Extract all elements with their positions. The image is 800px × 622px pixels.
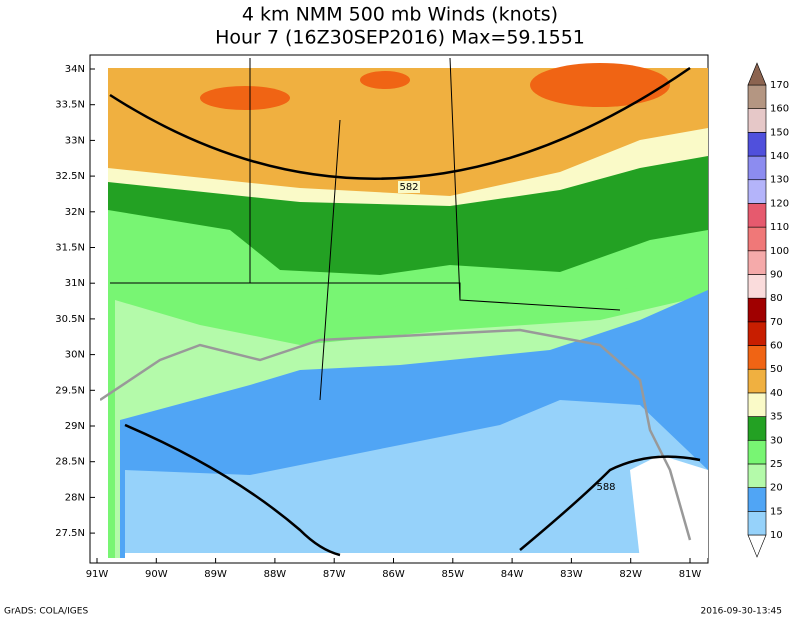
lon-label: 86W (382, 569, 405, 580)
lat-label: 31N (65, 278, 85, 289)
colorbar-box (747, 132, 767, 157)
lon-label: 83W (560, 569, 583, 580)
colorbar-label: 100 (770, 246, 789, 257)
colorbar-box (747, 463, 767, 488)
lat-label: 30N (65, 350, 85, 361)
colorbar-label: 140 (770, 151, 789, 162)
colorbar-box (747, 203, 767, 228)
lon-label: 84W (501, 569, 524, 580)
colorbar-box (747, 84, 767, 109)
colorbar-label: 20 (770, 483, 783, 494)
footer-right: 2016-09-30-13:45 (701, 607, 783, 617)
colorbar-box (747, 439, 767, 465)
lat-label: 29.5N (55, 385, 85, 396)
lat-label: 31.5N (55, 243, 85, 254)
colorbar-label: 25 (770, 459, 783, 470)
colorbar-label: 30 (770, 435, 783, 446)
contour-label: 582 (399, 182, 418, 193)
colorbar-label: 80 (770, 293, 783, 304)
colorbar-label: 160 (770, 104, 789, 115)
colorbar-label: 35 (770, 412, 783, 423)
subtitle: Hour 7 (16Z30SEP2016) Max=59.1551 (215, 27, 585, 49)
lat-label: 30.5N (55, 314, 85, 325)
colorbar-label: 90 (770, 269, 783, 280)
lat-label: 32.5N (55, 171, 85, 182)
colorbar-label: 130 (770, 175, 789, 186)
colorbar-triangle (747, 62, 767, 86)
lat-label: 29N (65, 421, 85, 432)
colorbar-box (747, 321, 767, 346)
lat-label: 28N (65, 492, 85, 503)
lon-label: 85W (441, 569, 464, 580)
colorbar-box (747, 179, 767, 204)
colorbar-box (747, 155, 767, 181)
lon-label: 81W (679, 569, 702, 580)
colorbar-label: 120 (770, 198, 789, 209)
title: 4 km NMM 500 mb Winds (knots) (242, 4, 558, 26)
colorbar-box (747, 250, 767, 275)
lon-label: 82W (619, 569, 642, 580)
map-fill (100, 58, 708, 558)
colorbar-triangle (747, 534, 767, 558)
lon-label: 89W (204, 569, 227, 580)
lat-label: 27.5N (55, 528, 85, 539)
colorbar-label: 40 (770, 388, 783, 399)
colorbar-box (747, 274, 767, 299)
colorbar-box (747, 487, 767, 512)
footer-left: GrADS: COLA/IGES (4, 607, 88, 617)
colorbar-box (747, 297, 767, 323)
colorbar-box (747, 345, 767, 370)
colorbar-label: 50 (770, 364, 783, 375)
lon-label: 88W (264, 569, 287, 580)
colorbar-label: 170 (770, 80, 789, 91)
contour-label-bg (398, 181, 420, 193)
lon-label: 90W (145, 569, 168, 580)
colorbar-box (747, 108, 767, 133)
lat-label: 33N (65, 135, 85, 146)
colorbar-box (747, 511, 767, 536)
colorbar-box (747, 392, 767, 417)
lat-label: 34N (65, 64, 85, 75)
colorbar-label: 70 (770, 317, 783, 328)
colorbar-label: 150 (770, 127, 789, 138)
lat-label: 32N (65, 207, 85, 218)
colorbar-box (747, 416, 767, 441)
colorbar-label: 10 (770, 530, 783, 541)
colorbar-label: 60 (770, 341, 783, 352)
colorbar-box (747, 226, 767, 252)
lon-label: 87W (323, 569, 346, 580)
lat-label: 33.5N (55, 100, 85, 111)
colorbar-box (747, 368, 767, 394)
contour-label: 588 (596, 482, 615, 493)
lat-label: 28.5N (55, 457, 85, 468)
colorbar-label: 110 (770, 222, 789, 233)
colorbar-label: 15 (770, 506, 783, 517)
lon-label: 91W (86, 569, 109, 580)
